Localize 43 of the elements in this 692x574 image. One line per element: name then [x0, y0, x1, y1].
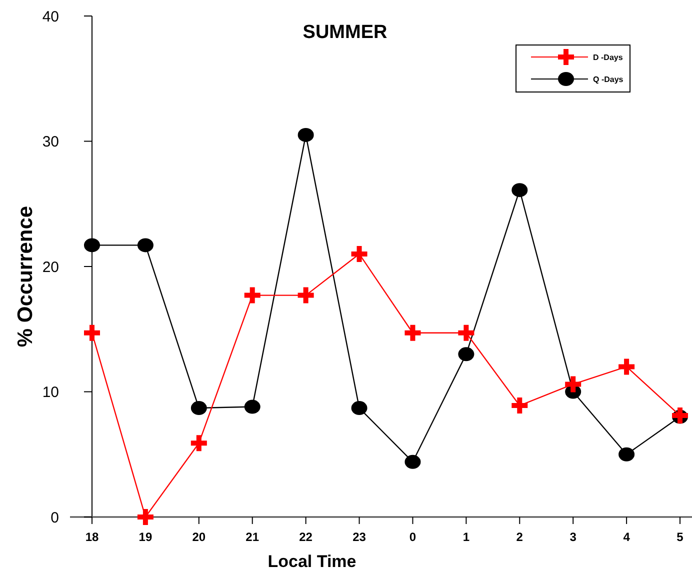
chart-title: SUMMER [302, 22, 388, 43]
x-tick-label: 23 [352, 530, 366, 544]
point [458, 347, 474, 362]
y-tick-label: 30 [42, 134, 59, 150]
legend-label: Q -Days [593, 74, 624, 84]
x-tick-label: 22 [299, 530, 313, 544]
x-tick-label: 20 [192, 530, 206, 544]
point [512, 398, 528, 414]
x-tick-label: 3 [570, 530, 577, 544]
x-tick-label: 4 [623, 530, 630, 544]
point [190, 435, 207, 452]
point [137, 238, 154, 252]
point [512, 183, 528, 198]
point [351, 246, 368, 262]
point [84, 324, 100, 341]
y-tick-label: 10 [42, 384, 59, 401]
y-tick-label: 40 [42, 8, 59, 26]
point [298, 287, 314, 304]
x-tick-label: 18 [85, 530, 99, 544]
x-axis-title: Local Time [268, 552, 356, 571]
point [190, 401, 207, 416]
x-tick-label: 1 [462, 530, 470, 544]
y-axis-title: % Occurrence [14, 206, 37, 348]
point [404, 324, 421, 341]
point [244, 400, 260, 414]
point [404, 454, 421, 469]
x-tick-label: 19 [138, 530, 152, 544]
point [137, 509, 154, 525]
point [618, 358, 635, 375]
y-tick-label: 0 [50, 509, 59, 526]
point [84, 238, 100, 252]
point [565, 376, 582, 392]
x-tick-label: 0 [409, 530, 416, 544]
legend-label: D -Days [593, 52, 624, 62]
point [244, 287, 260, 304]
x-tick-label: 2 [516, 530, 524, 544]
point [298, 128, 314, 142]
point [458, 324, 474, 341]
point [351, 401, 368, 416]
x-tick-label: 5 [676, 530, 684, 544]
x-tick-label: 21 [246, 530, 260, 544]
point [618, 447, 635, 462]
y-tick-label: 20 [42, 258, 59, 276]
